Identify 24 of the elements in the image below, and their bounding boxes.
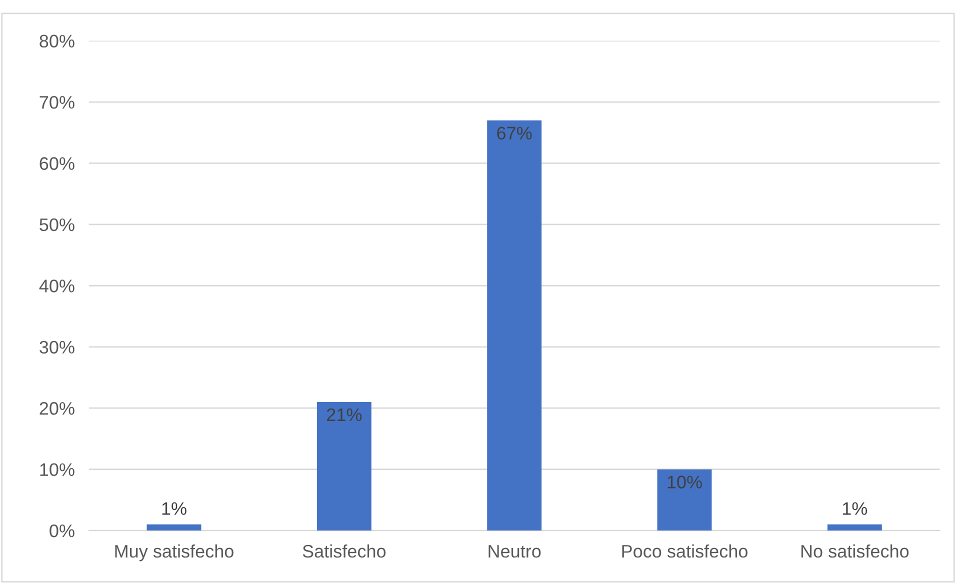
x-tick-label: Poco satisfecho [622,544,748,558]
y-tick-label: 10% [40,463,74,476]
y-tick-label: 60% [40,157,74,170]
y-tick-label: 0% [50,524,74,538]
y-tick-label: 30% [40,340,74,354]
data-label: 21% [327,408,362,422]
y-tick-label: 40% [39,280,74,292]
bar [487,120,542,531]
bar [657,469,712,531]
bar [316,402,372,531]
y-tick-label: 70% [40,96,74,109]
bar [146,524,202,531]
data-label: 1% [842,502,868,515]
data-label: 67% [497,126,532,140]
data-label: 1% [162,502,186,515]
x-tick-label: Satisfecho [302,544,386,558]
x-tick-label: Neutro [488,545,541,558]
bar [827,524,882,531]
y-tick-label: 50% [40,218,74,232]
data-label: 10% [668,476,702,488]
y-tick-label: 80% [40,34,74,48]
x-tick-label: Muy satisfecho [115,544,234,562]
y-tick-label: 20% [40,402,74,415]
x-tick-label: No satisfecho [801,544,909,558]
